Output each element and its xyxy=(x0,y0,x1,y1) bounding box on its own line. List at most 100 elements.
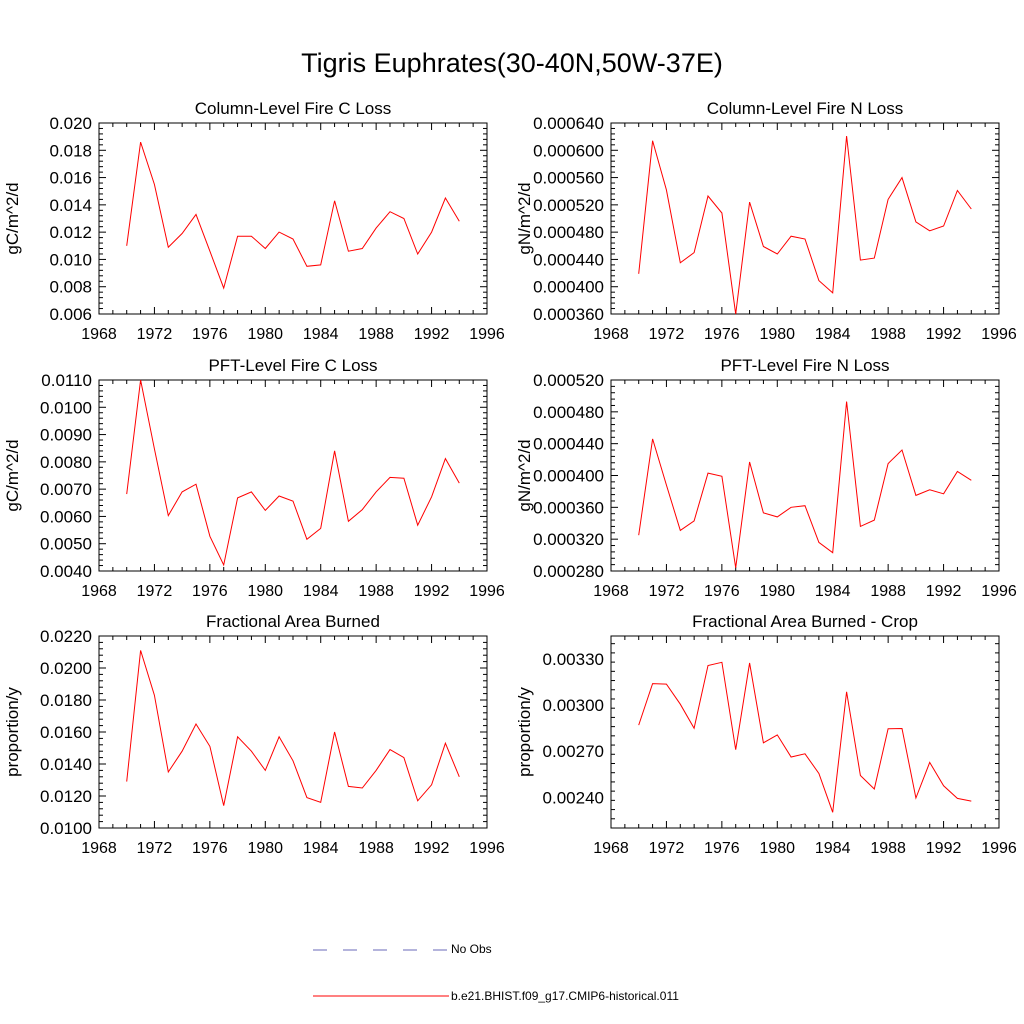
y-tick-label: 0.000440 xyxy=(533,250,604,269)
x-tick-label: 1968 xyxy=(81,326,117,343)
y-tick-label: 0.0060 xyxy=(40,507,92,526)
x-tick-label: 1984 xyxy=(303,840,339,857)
y-tick-label: 0.00300 xyxy=(543,696,604,715)
panel-2: Column-Level Fire N Loss 1968 1972 1976 1980… xyxy=(515,99,1017,343)
y-tick-label: 0.006 xyxy=(49,305,92,324)
y-tick-label: 0.0220 xyxy=(40,627,92,646)
y-tick-label: 0.000520 xyxy=(533,371,604,390)
panel-6: Fractional Area Burned - Crop 1968 1972 197… xyxy=(515,612,1017,857)
x-tick-label: 1988 xyxy=(870,583,906,600)
plot-frame xyxy=(98,122,488,315)
y-tick-label: 0.0040 xyxy=(40,562,92,581)
panel-title: Fractional Area Burned xyxy=(206,612,380,631)
y-tick-label: 0.0050 xyxy=(40,535,92,554)
y-tick-label: 0.0070 xyxy=(40,480,92,499)
panel-title: Column-Level Fire N Loss xyxy=(707,99,904,118)
x-tick-label: 1996 xyxy=(469,326,505,343)
x-tick-label: 1996 xyxy=(981,583,1017,600)
y-axis-label: gN/m^2/d xyxy=(515,182,534,254)
panel-title: PFT-Level Fire C Loss xyxy=(208,356,377,375)
x-tick-label: 1968 xyxy=(81,583,117,600)
y-tick-label: 0.000400 xyxy=(533,278,604,297)
x-tick-label: 1996 xyxy=(981,840,1017,857)
y-tick-label: 0.016 xyxy=(49,169,92,188)
y-tick-label: 0.00240 xyxy=(543,788,604,807)
panel-5: Fractional Area Burned 1968 1972 1976 1980 19… xyxy=(3,612,505,857)
x-tick-label: 1996 xyxy=(469,583,505,600)
panel-3: PFT-Level Fire C Loss 1968 1972 1976 1980 198… xyxy=(3,356,505,600)
plot-frame xyxy=(610,379,1000,572)
series-line xyxy=(638,661,972,813)
y-tick-label: 0.000280 xyxy=(533,562,604,581)
y-tick-label: 0.000560 xyxy=(533,169,604,188)
x-tick-label: 1980 xyxy=(759,583,795,600)
y-tick-label: 0.0200 xyxy=(40,659,92,678)
x-tick-label: 1988 xyxy=(358,326,394,343)
x-tick-label: 1992 xyxy=(414,326,450,343)
x-tick-label: 1968 xyxy=(593,840,629,857)
x-tick-label: 1996 xyxy=(981,326,1017,343)
plot-frame xyxy=(610,635,1000,829)
x-tick-label: 1988 xyxy=(870,840,906,857)
y-tick-label: 0.0180 xyxy=(40,691,92,710)
y-axis-label: gN/m^2/d xyxy=(515,439,534,511)
x-tick-label: 1984 xyxy=(815,326,851,343)
plot-frame xyxy=(98,379,488,572)
x-tick-label: 1968 xyxy=(593,583,629,600)
x-tick-label: 1972 xyxy=(137,840,173,857)
y-tick-label: 0.00330 xyxy=(543,650,604,669)
x-tick-label: 1972 xyxy=(649,326,685,343)
y-tick-label: 0.000360 xyxy=(533,498,604,517)
panel-title: Fractional Area Burned - Crop xyxy=(692,612,918,631)
x-tick-label: 1972 xyxy=(137,583,173,600)
x-tick-label: 1984 xyxy=(303,583,339,600)
y-tick-label: 0.0100 xyxy=(40,819,92,838)
y-axis-label: proportion/y xyxy=(515,687,534,777)
series-line xyxy=(126,141,460,290)
x-tick-label: 1976 xyxy=(192,840,228,857)
panel-4: PFT-Level Fire N Loss 1968 1972 1976 1980 198… xyxy=(515,356,1017,600)
y-tick-label: 0.000360 xyxy=(533,305,604,324)
y-tick-label: 0.000480 xyxy=(533,223,604,242)
legend-lines xyxy=(313,949,449,997)
y-tick-label: 0.0080 xyxy=(40,453,92,472)
x-tick-label: 1976 xyxy=(192,583,228,600)
y-axis-label: gC/m^2/d xyxy=(3,439,22,511)
y-tick-label: 0.014 xyxy=(49,196,92,215)
x-tick-label: 1992 xyxy=(926,840,962,857)
y-tick-label: 0.0100 xyxy=(40,398,92,417)
panel-title: Column-Level Fire C Loss xyxy=(195,99,392,118)
y-tick-label: 0.000400 xyxy=(533,467,604,486)
x-tick-label: 1980 xyxy=(247,583,283,600)
x-tick-label: 1992 xyxy=(414,583,450,600)
y-tick-label: 0.000600 xyxy=(533,141,604,160)
x-tick-label: 1996 xyxy=(469,840,505,857)
panel-title: PFT-Level Fire N Loss xyxy=(720,356,889,375)
y-tick-label: 0.018 xyxy=(49,141,92,160)
y-axis-label: proportion/y xyxy=(3,687,22,777)
y-tick-label: 0.0140 xyxy=(40,755,92,774)
series-line xyxy=(126,379,460,567)
y-axis-label: gC/m^2/d xyxy=(3,182,22,254)
y-tick-label: 0.000480 xyxy=(533,403,604,422)
y-tick-label: 0.000520 xyxy=(533,196,604,215)
x-tick-label: 1968 xyxy=(593,326,629,343)
y-tick-label: 0.008 xyxy=(49,278,92,297)
x-tick-label: 1980 xyxy=(759,840,795,857)
x-tick-label: 1972 xyxy=(649,583,685,600)
series-line xyxy=(638,401,972,568)
y-tick-label: 0.000640 xyxy=(533,114,604,133)
y-tick-label: 0.0160 xyxy=(40,723,92,742)
plot-frame xyxy=(610,122,1000,315)
x-tick-label: 1992 xyxy=(926,326,962,343)
series-line xyxy=(126,650,460,806)
x-tick-label: 1976 xyxy=(704,840,740,857)
panels-group: Column-Level Fire C Loss 1968 1972 1976 1980… xyxy=(3,99,1017,857)
x-tick-label: 1984 xyxy=(815,583,851,600)
x-tick-label: 1980 xyxy=(247,326,283,343)
x-tick-label: 1976 xyxy=(704,326,740,343)
x-tick-label: 1980 xyxy=(247,840,283,857)
series-line xyxy=(638,135,972,315)
panel-1: Column-Level Fire C Loss 1968 1972 1976 1980… xyxy=(3,99,505,343)
